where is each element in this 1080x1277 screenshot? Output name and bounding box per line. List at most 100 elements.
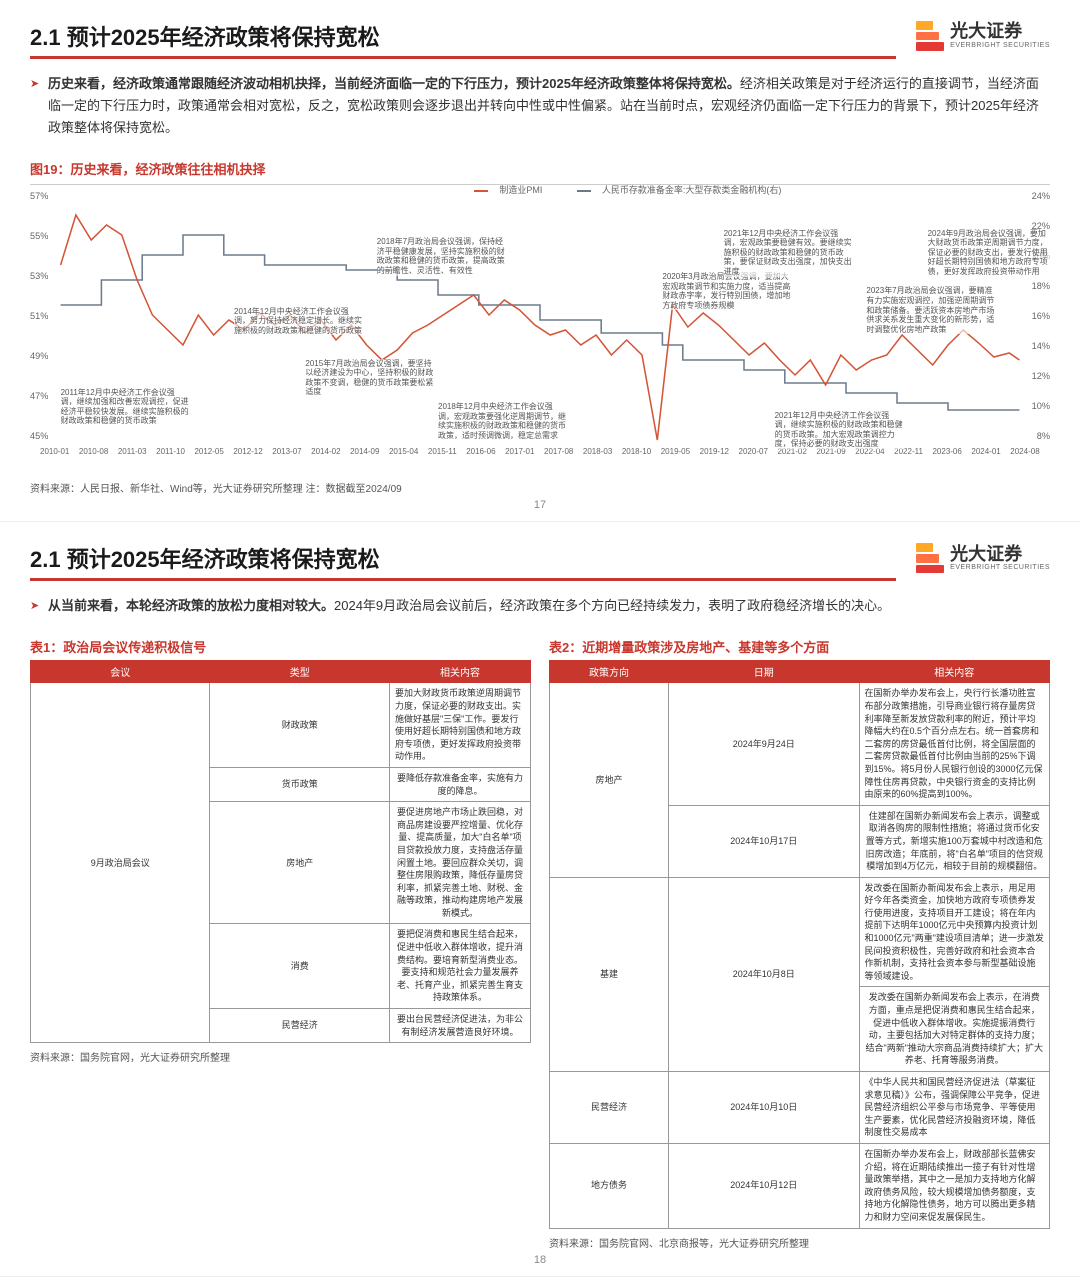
- title-underline: [30, 56, 896, 59]
- figure-title: 图19：历史来看，经济政策往往相机抉择: [30, 159, 1050, 178]
- td: 2024年9月24日: [669, 683, 859, 805]
- th: 相关内容: [859, 661, 1049, 683]
- td: 发改委在国新办新闻发布会上表示，在消费方面，重点是把促消费和惠民生结合起来，促进…: [859, 987, 1049, 1072]
- td: 房地产: [550, 683, 669, 877]
- table1-title: 表1：政治局会议传递积极信号: [30, 637, 531, 656]
- td: 房地产: [210, 802, 389, 924]
- chart-source: 资料来源：人民日报、新华社、Wind等，光大证券研究所整理 注：数据截至2024…: [30, 480, 1050, 495]
- table2: 政策方向日期相关内容 房地产2024年9月24日在国新办举办发布会上，央行行长潘…: [549, 660, 1050, 1228]
- x-tick: 2019-05: [661, 447, 690, 456]
- x-tick: 2023-06: [932, 447, 961, 456]
- svg-text:55%: 55%: [30, 231, 48, 241]
- title-block: 2.1 预计2025年经济政策将保持宽松: [30, 542, 896, 581]
- td: 要降低存款准备金率，实施有力度的降息。: [389, 767, 530, 801]
- td: 基建: [550, 877, 669, 1071]
- svg-text:24%: 24%: [1032, 191, 1050, 201]
- x-tick: 2012-12: [233, 447, 262, 456]
- th: 日期: [669, 661, 859, 683]
- table2-source: 资料来源：国务院官网、北京商报等，光大证券研究所整理: [549, 1235, 1050, 1250]
- chart-annotation: 2024年9月政治局会议强调，要加大财政货币政策逆周期调节力度，保证必要的财政支…: [928, 229, 1050, 277]
- td: 在国新办举办发布会上，央行行长潘功胜宣布部分政策措施，引导商业银行将存量房贷利率…: [859, 683, 1049, 805]
- td: 民营经济: [210, 1009, 389, 1043]
- x-tick: 2019-12: [700, 447, 729, 456]
- body-paragraph: 历史来看，经济政策通常跟随经济波动相机抉择，当前经济面临一定的下行压力，预计20…: [30, 73, 1050, 139]
- th: 政策方向: [550, 661, 669, 683]
- x-tick: 2011-10: [156, 447, 185, 456]
- th: 会议: [31, 661, 210, 683]
- header: 2.1 预计2025年经济政策将保持宽松 光大证券 EVERBRIGHT SEC…: [30, 20, 1050, 59]
- svg-text:16%: 16%: [1032, 311, 1050, 321]
- body-paragraph: 从当前来看，本轮经济政策的放松力度相对较大。2024年9月政治局会议前后，经济政…: [30, 595, 1050, 617]
- td: 发改委在国新办新闻发布会上表示，用足用好今年各类资金，加快地方政府专项债券发行使…: [859, 877, 1049, 987]
- x-tick: 2012-05: [194, 447, 223, 456]
- slide-1: 2.1 预计2025年经济政策将保持宽松 光大证券 EVERBRIGHT SEC…: [0, 0, 1080, 522]
- body-bold: 从当前来看，本轮经济政策的放松力度相对较大。: [48, 598, 334, 613]
- page-number: 18: [30, 1254, 1050, 1266]
- x-tick: 2015-11: [428, 447, 457, 456]
- svg-text:49%: 49%: [30, 351, 48, 361]
- svg-text:51%: 51%: [30, 311, 48, 321]
- legend-pmi: 制造业PMI: [499, 185, 542, 195]
- table-row: 房地产2024年9月24日在国新办举办发布会上，央行行长潘功胜宣布部分政策措施，…: [550, 683, 1050, 805]
- svg-text:10%: 10%: [1032, 401, 1050, 411]
- chart-annotation: 2015年7月政治局会议强调，要坚持以经济建设为中心，坚持积极的财政政策不变调，…: [305, 359, 435, 397]
- chart-annotation: 2023年7月政治局会议强调，要精准有力实施宏观调控，加强逆周期调节和政策储备。…: [866, 286, 996, 334]
- header: 2.1 预计2025年经济政策将保持宽松 光大证券 EVERBRIGHT SEC…: [30, 542, 1050, 581]
- td: 2024年10月12日: [669, 1143, 859, 1228]
- tables-row: 表1：政治局会议传递积极信号 会议类型相关内容 9月政治局会议财政政策要加大财政…: [30, 637, 1050, 1249]
- table1-block: 表1：政治局会议传递积极信号 会议类型相关内容 9月政治局会议财政政策要加大财政…: [30, 637, 531, 1064]
- td: 2024年10月17日: [669, 805, 859, 877]
- x-tick: 2011-03: [118, 447, 147, 456]
- x-tick: 2010-08: [79, 447, 108, 456]
- th: 相关内容: [389, 661, 530, 683]
- section-title: 2.1 预计2025年经济政策将保持宽松: [30, 542, 896, 574]
- td: 财政政策: [210, 683, 389, 768]
- table-row: 9月政治局会议财政政策要加大财政货币政策逆周期调节力度，保证必要的财政支出。实施…: [31, 683, 531, 768]
- td: 2024年10月8日: [669, 877, 859, 1071]
- x-tick: 2017-08: [544, 447, 573, 456]
- x-tick: 2017-01: [505, 447, 534, 456]
- slide-2: 2.1 预计2025年经济政策将保持宽松 光大证券 EVERBRIGHT SEC…: [0, 522, 1080, 1276]
- x-tick: 2024-08: [1010, 447, 1039, 456]
- brand-logo: 光大证券 EVERBRIGHT SECURITIES: [916, 542, 1050, 574]
- x-tick: 2024-01: [971, 447, 1000, 456]
- table1: 会议类型相关内容 9月政治局会议财政政策要加大财政货币政策逆周期调节力度，保证必…: [30, 660, 531, 1043]
- chart-annotation: 2021年12月中央经济工作会议强调，继续实施积极的财政政策和稳健的货币政策。加…: [775, 411, 905, 449]
- logo-cn: 光大证券: [950, 22, 1050, 42]
- td: 9月政治局会议: [31, 683, 210, 1043]
- table2-title: 表2：近期增量政策涉及房地产、基建等多个方面: [549, 637, 1050, 656]
- logo-icon: [916, 542, 944, 574]
- x-tick: 2020-07: [739, 447, 768, 456]
- chart-annotation: 2014年12月中央经济工作会议强调，努力保持经济稳定增长。继续实施积极的财政政…: [234, 307, 364, 336]
- table2-block: 表2：近期增量政策涉及房地产、基建等多个方面 政策方向日期相关内容 房地产202…: [549, 637, 1050, 1249]
- x-tick: 2014-09: [350, 447, 379, 456]
- x-tick: 2018-10: [622, 447, 651, 456]
- td: 地方债务: [550, 1143, 669, 1228]
- title-underline: [30, 578, 896, 581]
- svg-text:8%: 8%: [1037, 431, 1050, 441]
- section-title: 2.1 预计2025年经济政策将保持宽松: [30, 20, 896, 52]
- svg-text:14%: 14%: [1032, 341, 1050, 351]
- swatch-rrr: [577, 190, 591, 192]
- svg-text:12%: 12%: [1032, 371, 1050, 381]
- th: 类型: [210, 661, 389, 683]
- body-rest: 2024年9月政治局会议前后，经济政策在多个方向已经持续发力，表明了政府稳经济增…: [334, 598, 890, 613]
- svg-text:47%: 47%: [30, 391, 48, 401]
- svg-text:57%: 57%: [30, 191, 48, 201]
- logo-en: EVERBRIGHT SECURITIES: [950, 564, 1050, 572]
- swatch-pmi: [474, 190, 488, 192]
- title-block: 2.1 预计2025年经济政策将保持宽松: [30, 20, 896, 59]
- brand-logo: 光大证券 EVERBRIGHT SECURITIES: [916, 20, 1050, 52]
- td: 要加大财政货币政策逆周期调节力度，保证必要的财政支出。实施做好基层"三保"工作。…: [389, 683, 530, 768]
- td: 民营经济: [550, 1072, 669, 1144]
- x-tick: 2016-06: [466, 447, 495, 456]
- td: 在国新办举办发布会上，财政部部长蓝佛安介绍，将在近期陆续推出一揽子有针对性增量政…: [859, 1143, 1049, 1228]
- svg-text:18%: 18%: [1032, 281, 1050, 291]
- chart-area: 制造业PMI 人民币存款准备金率:大型存款类金融机构(右) 57%55%53% …: [30, 184, 1050, 474]
- logo-en: EVERBRIGHT SECURITIES: [950, 42, 1050, 50]
- x-tick: 2015-04: [389, 447, 418, 456]
- x-tick: 2013-07: [272, 447, 301, 456]
- svg-text:53%: 53%: [30, 271, 48, 281]
- chart-annotation: 2018年12月中央经济工作会议强调，宏观政策要强化逆周期调节，继续实施积极的财…: [438, 402, 568, 440]
- body-bold: 历史来看，经济政策通常跟随经济波动相机抉择，当前经济面临一定的下行压力，预计20…: [48, 76, 740, 91]
